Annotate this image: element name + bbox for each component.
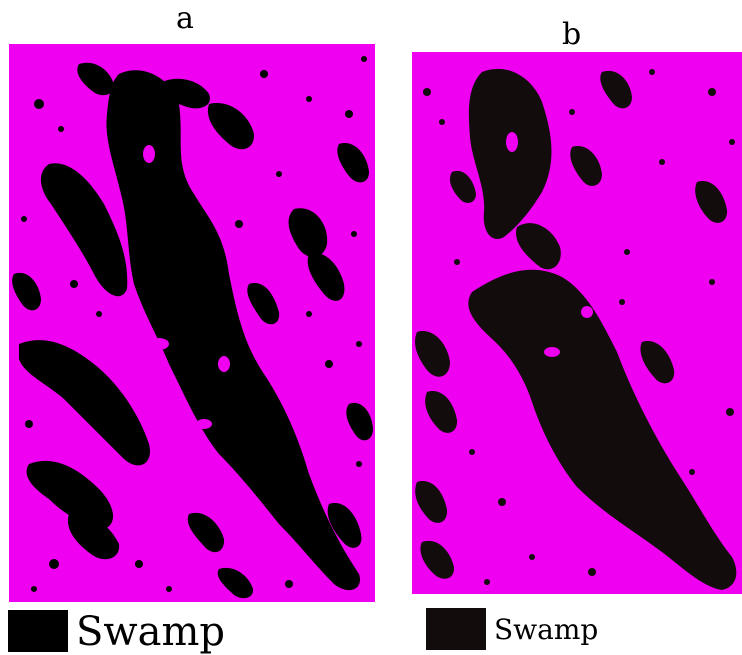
swamp-cover-b — [415, 68, 737, 590]
swamp-cover-a — [12, 56, 373, 599]
panel-a-label: a — [176, 1, 194, 36]
swamp-map-a — [9, 44, 375, 602]
legend-swatch-a — [8, 610, 68, 652]
legend-swatch-b — [426, 608, 486, 650]
legend-label-a: Swamp — [76, 609, 226, 655]
swamp-map-b — [412, 52, 742, 594]
panel-b-label: b — [562, 17, 582, 52]
legend-label-b: Swamp — [494, 613, 599, 646]
